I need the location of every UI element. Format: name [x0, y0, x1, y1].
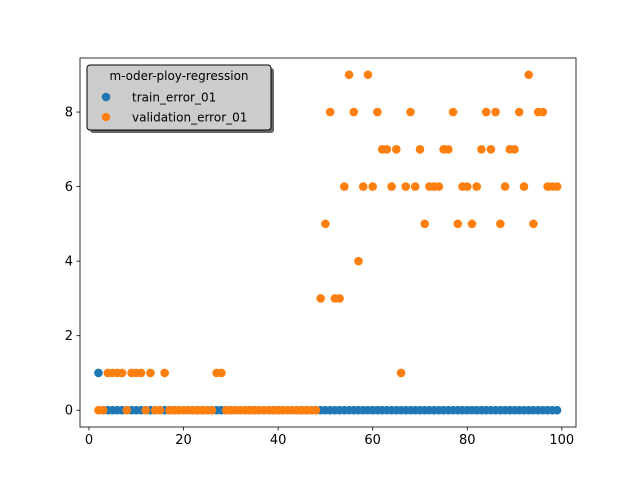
point-validation_error_01-57: [363, 70, 373, 80]
point-validation_error_01-88: [510, 145, 519, 154]
point-validation_error_01-58: [368, 182, 377, 191]
point-validation_error_01-83: [486, 145, 496, 154]
point-validation_error_01-80: [472, 182, 482, 191]
legend-label-0: train_error_01: [132, 91, 216, 105]
x-axis: 0 20 40 60 80 100: [85, 427, 574, 448]
point-train_error_01-97: [552, 405, 562, 415]
point-validation_error_01-64: [396, 368, 406, 378]
point-validation_error_01-52: [340, 182, 349, 191]
point-train_error_01-0: [94, 368, 103, 378]
point-validation_error_01-74: [444, 145, 453, 154]
point-validation_error_01-62: [387, 182, 396, 191]
x-tick-label-3: 60: [364, 433, 381, 448]
y-axis: 0 2 4 6 8: [65, 106, 80, 419]
x-tick-label-0: 0: [85, 433, 93, 448]
point-validation_error_01-76: [453, 219, 463, 229]
point-validation_error_01-13: [155, 405, 165, 415]
point-validation_error_01-14: [160, 368, 169, 378]
y-tick-label-4: 8: [65, 106, 73, 121]
point-validation_error_01-68: [415, 145, 425, 154]
legend-box: [86, 64, 272, 131]
x-tick-label-2: 40: [270, 433, 287, 448]
point-validation_error_01-10: [141, 405, 151, 415]
x-tick-label-1: 20: [175, 433, 192, 448]
point-validation_error_01-66: [406, 107, 415, 117]
point-validation_error_01-61: [382, 145, 392, 154]
point-validation_error_01-49: [325, 107, 335, 117]
point-validation_error_01-65: [401, 182, 411, 191]
legend-marker-1: [101, 112, 111, 122]
legend-title: m-oder-ploy-regression: [109, 69, 248, 83]
y-tick-label-3: 6: [65, 180, 73, 195]
point-validation_error_01-51: [335, 294, 344, 303]
point-validation_error_01-75: [448, 107, 458, 117]
point-validation_error_01-55: [354, 256, 363, 266]
point-validation_error_01-48: [321, 219, 330, 229]
point-validation_error_01-24: [207, 405, 217, 415]
point-validation_error_01-5: [117, 368, 127, 378]
point-validation_error_01-72: [434, 182, 444, 191]
point-validation_error_01-46: [311, 405, 321, 415]
legend-label-1: validation_error_01: [132, 111, 247, 125]
point-validation_error_01-9: [136, 368, 146, 378]
point-validation_error_01-26: [217, 368, 226, 378]
y-tick-label-0: 0: [65, 404, 73, 419]
points-layer: [94, 70, 562, 415]
y-tick-label-1: 2: [65, 329, 73, 344]
y-tick-label-2: 4: [65, 255, 73, 270]
point-validation_error_01-56: [358, 182, 368, 191]
point-validation_error_01-63: [392, 145, 401, 154]
point-validation_error_01-91: [524, 70, 534, 80]
plot-frame: [79, 57, 577, 428]
legend-marker-0: [101, 92, 111, 102]
point-validation_error_01-81: [477, 145, 486, 154]
point-validation_error_01-97: [552, 182, 562, 191]
point-validation_error_01-84: [491, 107, 500, 117]
point-validation_error_01-85: [496, 219, 505, 229]
point-validation_error_01-94: [538, 107, 548, 117]
point-validation_error_01-69: [420, 219, 429, 229]
point-validation_error_01-59: [373, 107, 382, 117]
point-validation_error_01-92: [529, 219, 538, 229]
point-validation_error_01-86: [500, 182, 510, 191]
point-validation_error_01-47: [316, 294, 325, 303]
x-tick-label-4: 80: [459, 433, 476, 448]
point-validation_error_01-54: [349, 107, 359, 117]
point-validation_error_01-1: [98, 405, 108, 415]
point-validation_error_01-67: [410, 182, 420, 191]
x-tick-label-5: 100: [549, 433, 574, 448]
point-validation_error_01-89: [514, 107, 524, 117]
point-validation_error_01-82: [481, 107, 491, 117]
point-validation_error_01-53: [344, 70, 354, 80]
point-validation_error_01-78: [462, 182, 472, 191]
point-validation_error_01-6: [122, 405, 132, 415]
point-validation_error_01-79: [467, 219, 477, 229]
point-validation_error_01-11: [146, 368, 155, 378]
point-validation_error_01-90: [519, 182, 529, 191]
legend: m-oder-ploy-regression train_error_01vali…: [86, 64, 274, 133]
